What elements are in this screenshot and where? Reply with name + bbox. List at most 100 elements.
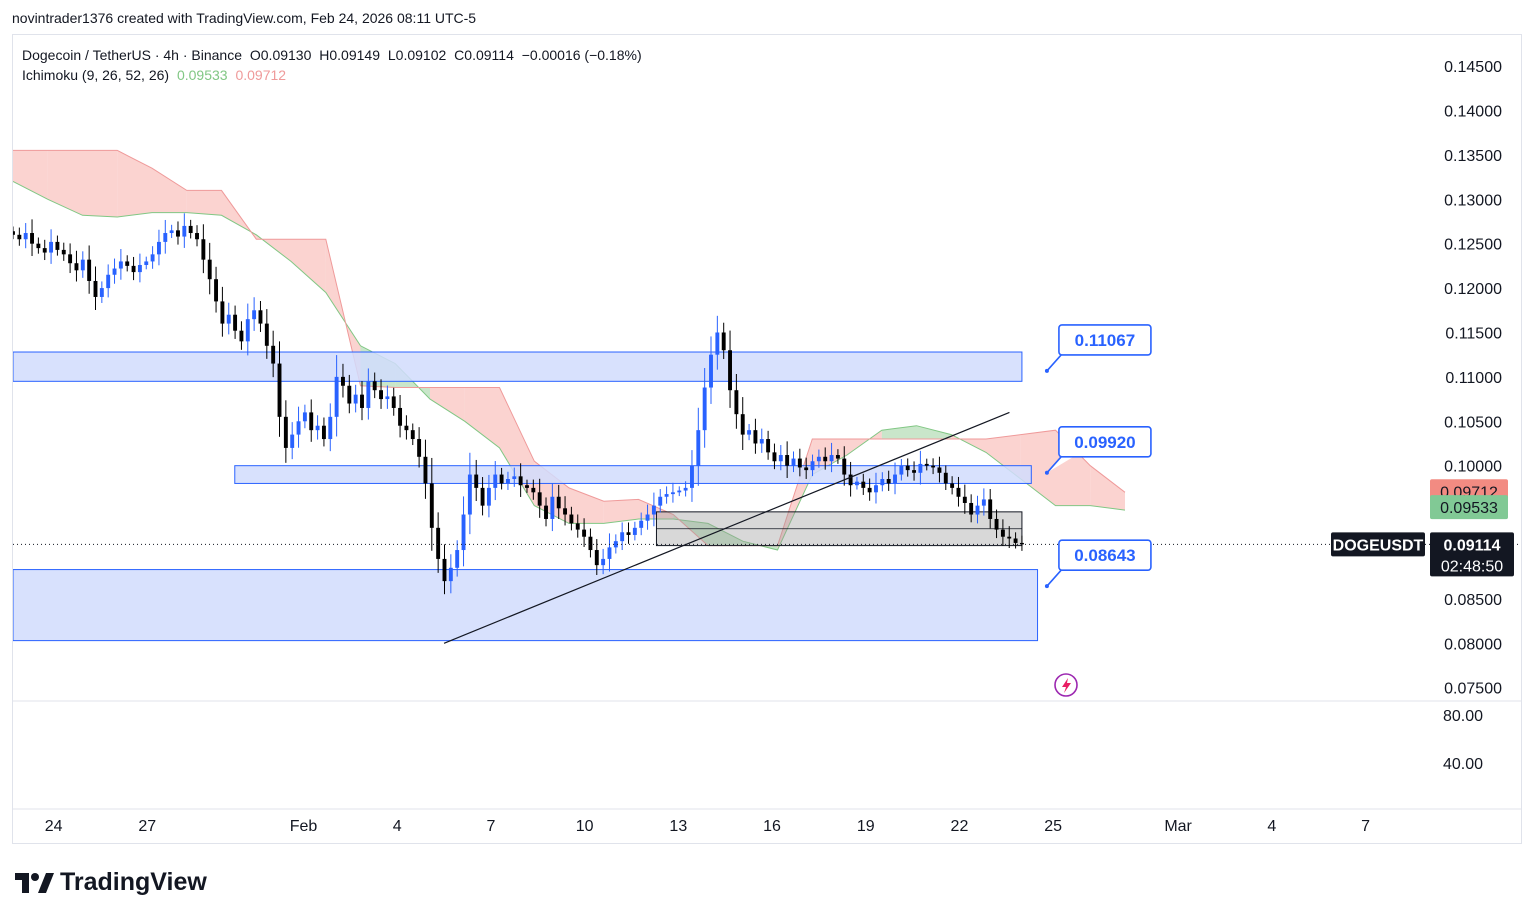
candle[interactable] xyxy=(981,499,986,506)
candle[interactable] xyxy=(721,332,726,351)
candle[interactable] xyxy=(594,550,599,566)
candle[interactable] xyxy=(550,496,555,519)
candle[interactable] xyxy=(201,239,206,260)
candle[interactable] xyxy=(404,425,409,431)
candle[interactable] xyxy=(569,514,574,524)
candle[interactable] xyxy=(321,425,326,440)
candle[interactable] xyxy=(410,430,415,440)
candle[interactable] xyxy=(455,550,460,568)
candle[interactable] xyxy=(296,421,301,435)
indicator-legend-row[interactable]: Ichimoku (9, 26, 52, 26) 0.09533 0.09712 xyxy=(22,65,646,85)
candle[interactable] xyxy=(696,430,701,466)
candle[interactable] xyxy=(709,354,713,388)
candle[interactable] xyxy=(309,412,314,431)
candle[interactable] xyxy=(106,274,111,289)
candle[interactable] xyxy=(677,490,682,493)
candle[interactable] xyxy=(658,496,663,506)
candle[interactable] xyxy=(372,381,377,391)
candle[interactable] xyxy=(442,558,447,582)
candle[interactable] xyxy=(207,259,212,280)
candle[interactable] xyxy=(30,233,34,244)
candle[interactable] xyxy=(131,265,136,273)
candle[interactable] xyxy=(258,310,263,324)
candle[interactable] xyxy=(87,259,92,281)
candle[interactable] xyxy=(728,350,732,391)
candle[interactable] xyxy=(1007,536,1012,539)
price-callout[interactable] xyxy=(1058,425,1152,458)
candle[interactable] xyxy=(220,301,225,324)
candle[interactable] xyxy=(702,387,707,431)
candle[interactable] xyxy=(867,487,872,493)
candle[interactable] xyxy=(778,455,783,462)
candle[interactable] xyxy=(988,499,993,519)
candle[interactable] xyxy=(334,376,339,417)
candle[interactable] xyxy=(137,264,142,273)
candle[interactable] xyxy=(467,474,472,515)
candle[interactable] xyxy=(620,532,625,542)
candle[interactable] xyxy=(11,231,15,235)
candle[interactable] xyxy=(163,233,168,242)
candle[interactable] xyxy=(341,376,345,386)
candle[interactable] xyxy=(417,439,422,457)
replay-bolt-icon[interactable] xyxy=(1054,673,1078,697)
candle[interactable] xyxy=(283,416,288,448)
candle[interactable] xyxy=(379,390,383,400)
candle[interactable] xyxy=(302,412,307,422)
candle[interactable] xyxy=(347,385,352,404)
candle[interactable] xyxy=(188,225,193,234)
candle[interactable] xyxy=(785,455,790,466)
candle[interactable] xyxy=(975,505,980,515)
candle[interactable] xyxy=(861,481,866,488)
candle[interactable] xyxy=(474,474,479,488)
candle[interactable] xyxy=(588,536,593,551)
candle[interactable] xyxy=(436,527,441,559)
candle[interactable] xyxy=(423,456,428,484)
candle[interactable] xyxy=(734,390,739,415)
price-callout[interactable] xyxy=(1058,324,1152,356)
candle[interactable] xyxy=(950,483,955,488)
candle[interactable] xyxy=(315,425,320,431)
candle[interactable] xyxy=(645,514,650,521)
candle[interactable] xyxy=(195,233,199,240)
candle[interactable] xyxy=(664,494,669,497)
candle[interactable] xyxy=(969,502,974,515)
candle[interactable] xyxy=(772,452,777,462)
price-zone[interactable] xyxy=(234,465,1032,484)
candle[interactable] xyxy=(49,241,54,253)
tradingview-logo[interactable]: TradingView xyxy=(14,868,207,897)
candle[interactable] xyxy=(956,487,961,497)
candle[interactable] xyxy=(264,323,269,346)
candle[interactable] xyxy=(486,487,491,506)
candle[interactable] xyxy=(639,520,644,528)
candle[interactable] xyxy=(632,527,637,535)
candle[interactable] xyxy=(461,514,466,551)
candle[interactable] xyxy=(36,243,41,249)
candle[interactable] xyxy=(810,461,815,471)
candle[interactable] xyxy=(290,434,295,448)
candle[interactable] xyxy=(328,416,333,440)
candle[interactable] xyxy=(670,492,675,495)
candle[interactable] xyxy=(816,456,821,462)
candle[interactable] xyxy=(766,439,771,453)
candle[interactable] xyxy=(42,248,47,253)
candle[interactable] xyxy=(715,332,720,355)
candle[interactable] xyxy=(753,430,758,444)
candle[interactable] xyxy=(125,261,130,266)
candle[interactable] xyxy=(505,479,510,484)
candle[interactable] xyxy=(245,319,250,342)
candle[interactable] xyxy=(1013,538,1018,543)
candle[interactable] xyxy=(23,233,28,240)
candle[interactable] xyxy=(176,230,180,237)
candle[interactable] xyxy=(848,474,853,486)
candle[interactable] xyxy=(182,225,187,237)
candle[interactable] xyxy=(239,330,244,342)
candle[interactable] xyxy=(854,481,859,486)
trendline[interactable] xyxy=(443,411,1010,644)
candle[interactable] xyxy=(1019,542,1024,545)
candle[interactable] xyxy=(480,487,485,506)
candle[interactable] xyxy=(943,472,948,484)
candle[interactable] xyxy=(512,476,517,479)
candle[interactable] xyxy=(905,465,910,471)
price-zone[interactable] xyxy=(13,569,1039,642)
